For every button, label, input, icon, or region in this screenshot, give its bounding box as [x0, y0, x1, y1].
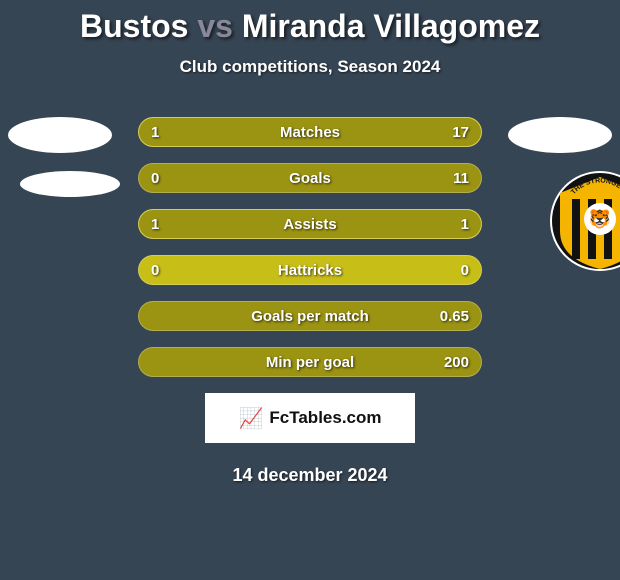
stat-value-left: 1 — [151, 118, 159, 146]
stat-value-right: 0 — [461, 256, 469, 284]
stat-value-right: 1 — [461, 210, 469, 238]
comparison-card: Bustos vs Miranda Villagomez Club compet… — [0, 0, 620, 486]
stat-label: Goals per match — [251, 302, 369, 330]
stat-row-hattricks: 0 Hattricks 0 — [138, 255, 482, 285]
player1-avatar — [8, 117, 112, 153]
stat-value-left: 1 — [151, 210, 159, 238]
brand-badge[interactable]: 📈 FcTables.com — [205, 393, 415, 443]
title-player2: Miranda Villagomez — [242, 8, 540, 44]
stat-value-right: 17 — [452, 118, 469, 146]
stat-row-goals-per-match: Goals per match 0.65 — [138, 301, 482, 331]
player2-avatar — [508, 117, 612, 153]
stat-value-right: 11 — [453, 164, 469, 192]
player1-club-crest — [20, 171, 120, 197]
subtitle: Club competitions, Season 2024 — [0, 57, 620, 77]
stat-row-assists: 1 Assists 1 — [138, 209, 482, 239]
player2-club-crest: 🐯 THE STRONGEST — [550, 171, 620, 271]
brand-text: FcTables.com — [269, 408, 381, 428]
stat-value-right: 200 — [444, 348, 469, 376]
svg-text:🐯: 🐯 — [589, 208, 611, 229]
stat-label: Min per goal — [266, 348, 354, 376]
title: Bustos vs Miranda Villagomez — [0, 8, 620, 45]
stat-row-matches: 1 Matches 17 — [138, 117, 482, 147]
stat-bars: 1Matches170Goals111Assists10Hattricks0Go… — [138, 117, 482, 377]
stat-label: Assists — [283, 210, 336, 238]
stat-label: Matches — [280, 118, 340, 146]
stat-label: Goals — [289, 164, 331, 192]
stat-row-goals: 0 Goals 11 — [138, 163, 482, 193]
crest-icon: 🐯 THE STRONGEST — [550, 171, 620, 271]
stat-value-right: 0.65 — [440, 302, 469, 330]
brand-icon: 📈 — [238, 406, 263, 431]
stat-label: Hattricks — [278, 256, 342, 284]
date: 14 december 2024 — [0, 465, 620, 486]
stat-row-min-per-goal: Min per goal 200 — [138, 347, 482, 377]
title-vs: vs — [197, 8, 233, 44]
stats-area: 🐯 THE STRONGEST 1Matches170Goals111Assis… — [0, 117, 620, 377]
stat-value-left: 0 — [151, 256, 159, 284]
title-player1: Bustos — [80, 8, 188, 44]
stat-value-left: 0 — [151, 164, 159, 192]
